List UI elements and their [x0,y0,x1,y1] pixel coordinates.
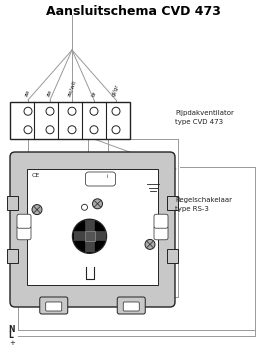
Text: br: br [91,90,97,97]
Bar [7,248,18,263]
Circle shape [145,240,155,250]
Bar [167,196,178,210]
FancyBboxPatch shape [154,214,168,228]
Circle shape [112,126,120,134]
Circle shape [90,126,98,134]
Text: i: i [107,174,108,179]
FancyBboxPatch shape [17,214,31,228]
Circle shape [112,107,120,115]
FancyBboxPatch shape [154,226,168,240]
Circle shape [24,107,32,115]
Bar [167,248,178,263]
FancyBboxPatch shape [85,172,115,186]
Circle shape [68,126,76,134]
FancyBboxPatch shape [123,302,139,311]
Text: zw: zw [46,89,54,97]
Circle shape [46,107,54,115]
Circle shape [24,126,32,134]
Text: gl/gr: gl/gr [111,84,120,97]
Text: Aansluitschema CVD 473: Aansluitschema CVD 473 [45,5,221,18]
Circle shape [93,199,102,209]
Text: zw/wit: zw/wit [67,79,77,97]
Text: zw: zw [24,89,32,97]
Text: Pijpdakventilator
type CVD 473: Pijpdakventilator type CVD 473 [175,110,234,125]
Bar [7,196,18,210]
Circle shape [68,107,76,115]
Text: +: + [9,340,15,346]
Circle shape [32,205,42,215]
FancyBboxPatch shape [40,297,68,314]
Circle shape [81,204,88,210]
Circle shape [73,219,106,253]
Text: CE: CE [32,173,40,178]
Text: N: N [8,326,15,335]
Bar [27,169,158,285]
Bar [10,102,130,139]
FancyBboxPatch shape [17,226,31,240]
Text: L: L [8,332,13,341]
FancyBboxPatch shape [117,297,145,314]
FancyBboxPatch shape [10,152,175,307]
Text: Regelschakelaar
type RS-3: Regelschakelaar type RS-3 [175,197,232,211]
Bar [85,231,94,241]
FancyBboxPatch shape [46,302,62,311]
Circle shape [46,126,54,134]
Circle shape [90,107,98,115]
